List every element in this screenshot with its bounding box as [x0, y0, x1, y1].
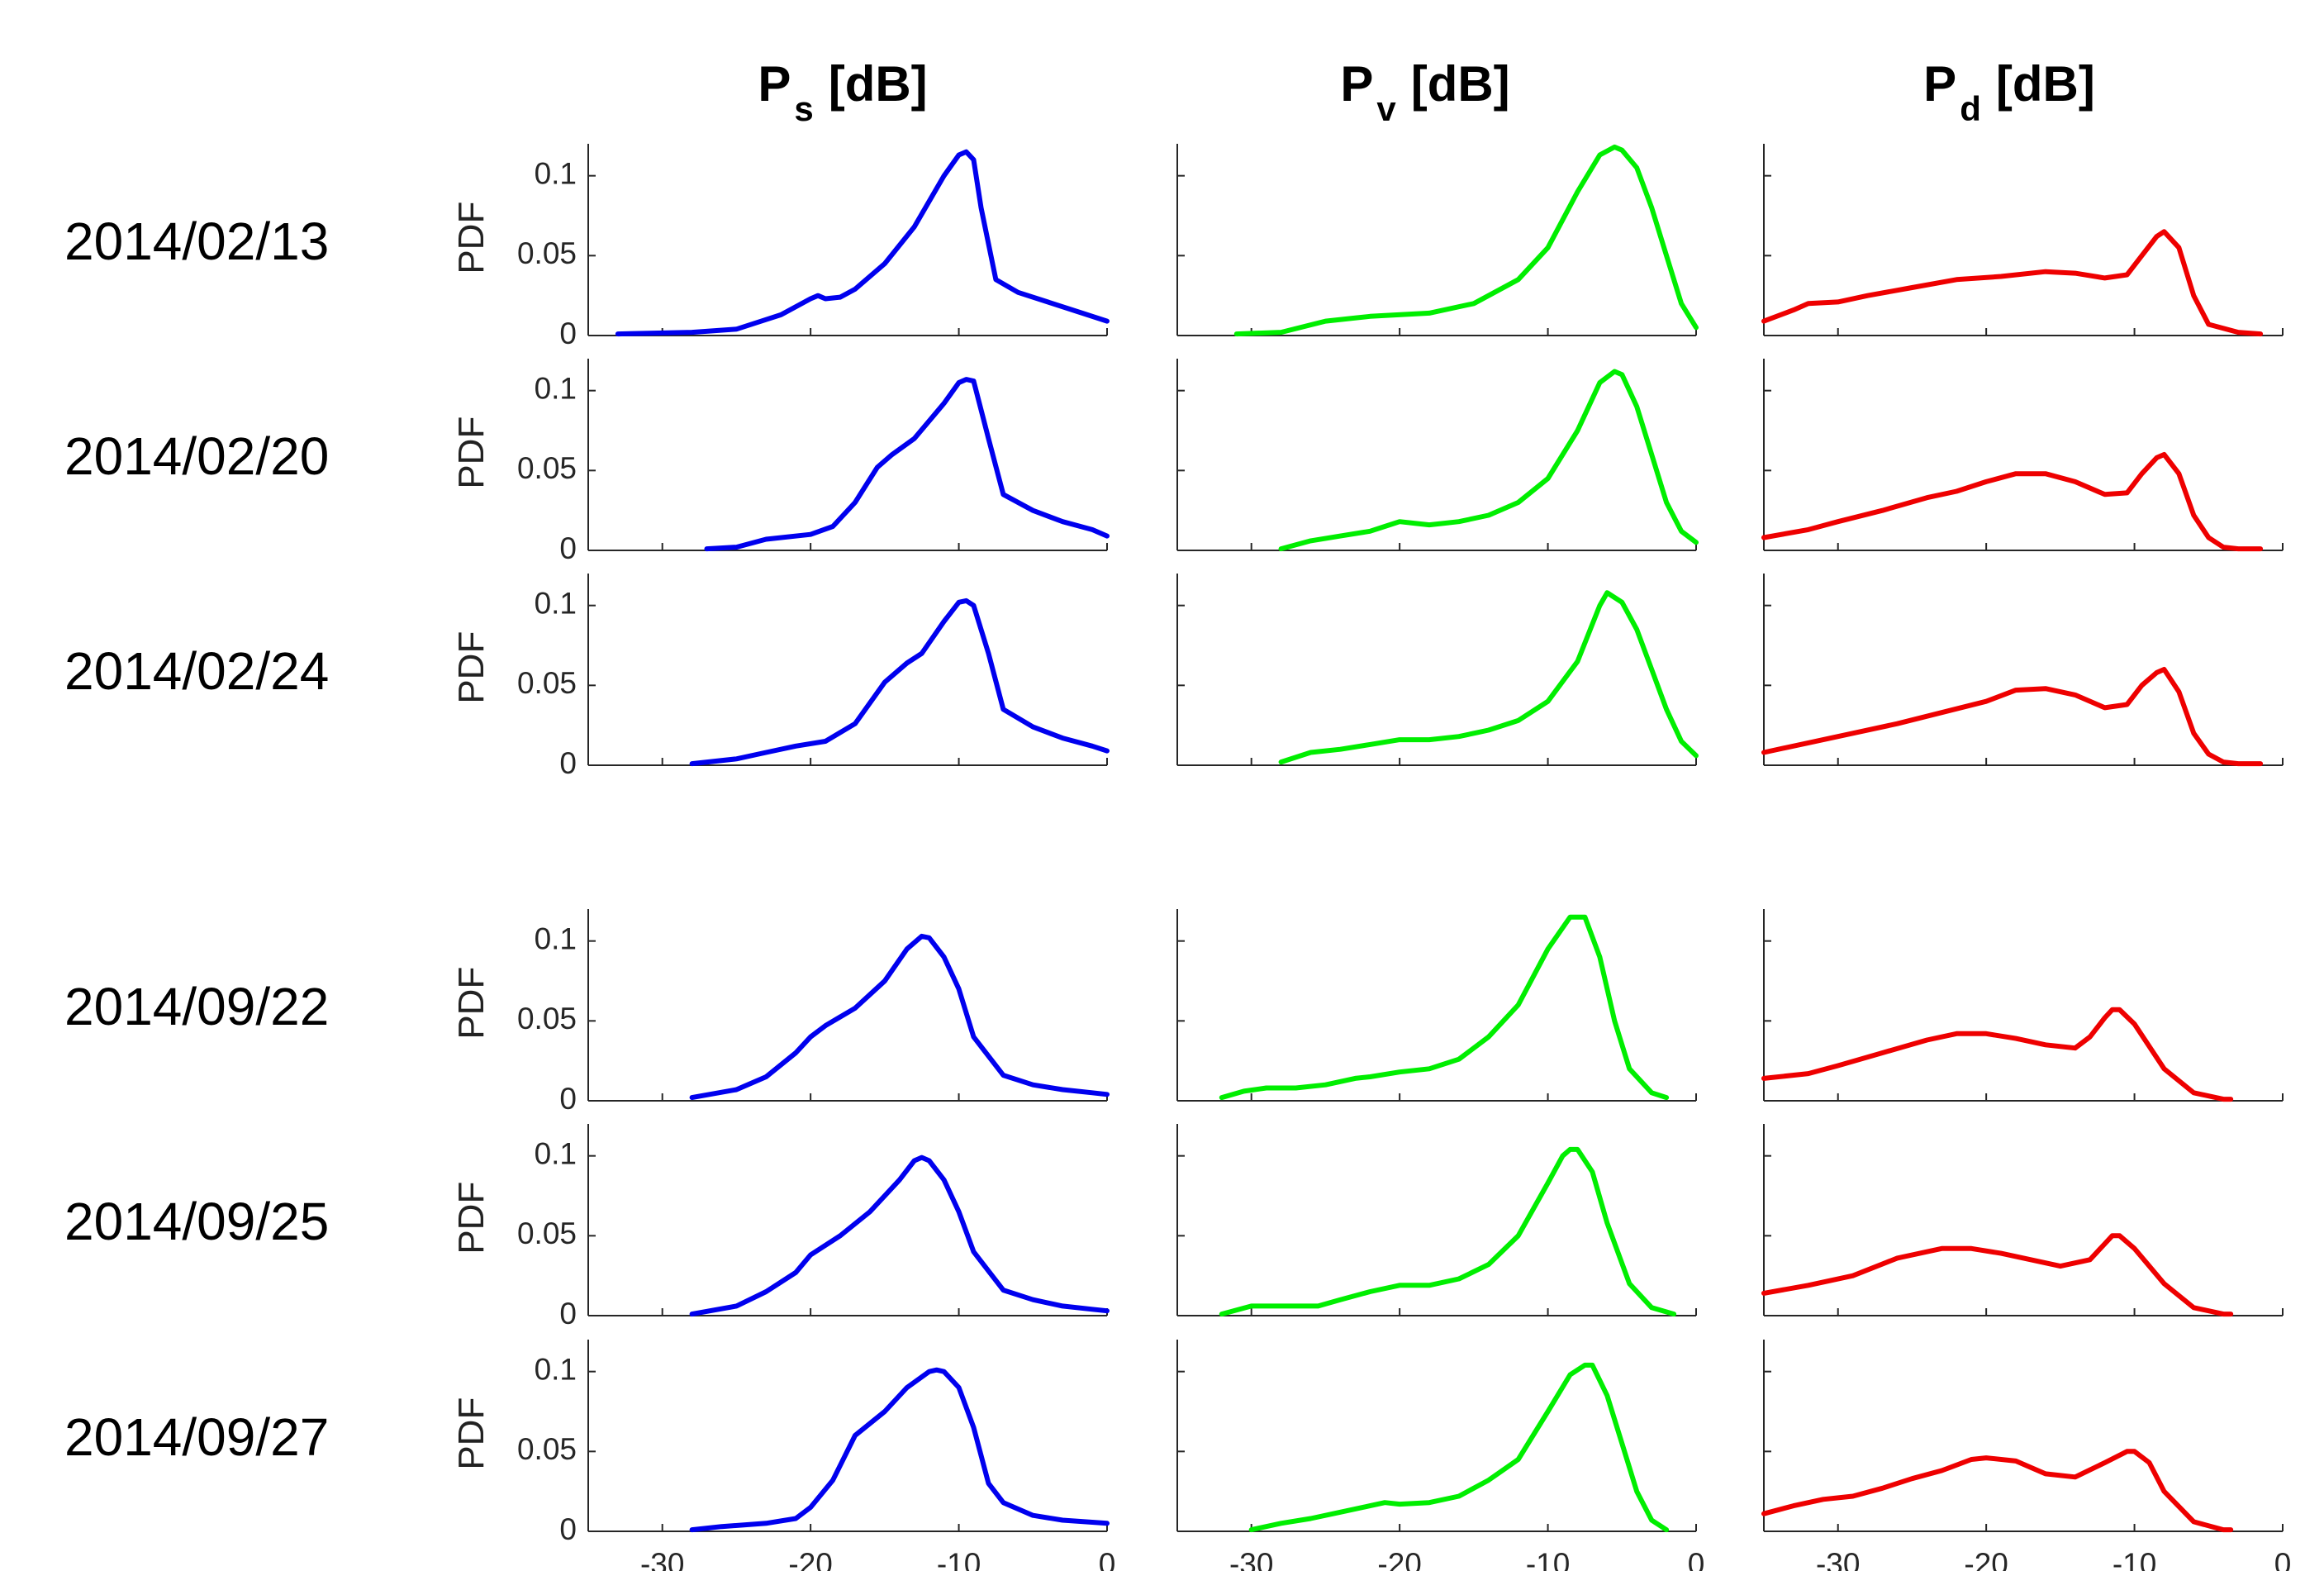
- y-axis-label: PDF: [451, 1182, 492, 1254]
- y-tick-label: 0.05: [517, 1432, 577, 1466]
- pdf-curve: [1219, 914, 1670, 1101]
- y-axis-label: PDF: [451, 967, 492, 1040]
- y-tick-label: 0.1: [535, 1136, 577, 1170]
- panel: -30 -20 -10 0: [1761, 1340, 2292, 1571]
- row-label: 2014/09/27: [64, 1407, 329, 1467]
- pdf-curve: [689, 1154, 1110, 1317]
- x-tick-label: -20: [788, 1547, 832, 1571]
- panel: [1176, 359, 1699, 552]
- pdf-curve: [1248, 1362, 1670, 1533]
- x-tick-label: 0: [2274, 1547, 2292, 1571]
- panel: [1176, 144, 1699, 337]
- y-tick-label: 0: [559, 1082, 577, 1116]
- column-title-pv: Pv [dB]: [1340, 56, 1509, 128]
- y-tick-label: 0.1: [535, 371, 577, 405]
- pdf-curve: [689, 597, 1110, 767]
- panel: [1176, 1124, 1697, 1317]
- x-tick-label: -10: [937, 1547, 981, 1571]
- y-tick-label: 0.1: [535, 921, 577, 955]
- pdf-curve: [704, 377, 1110, 552]
- panel: [1761, 144, 2284, 337]
- panel: [1761, 1124, 2284, 1317]
- pdf-curve: [615, 149, 1110, 337]
- y-tick-label: 0.05: [517, 666, 577, 700]
- y-tick-label: 0.05: [517, 1002, 577, 1035]
- x-tick-label: -30: [1229, 1547, 1273, 1571]
- pdf-curve: [1761, 1449, 2234, 1533]
- y-axis-label: PDF: [451, 631, 492, 704]
- pdf-curve: [1278, 590, 1699, 765]
- x-tick-label: -20: [1377, 1547, 1421, 1571]
- x-tick-label: -20: [1964, 1547, 2008, 1571]
- y-tick-label: 0.05: [517, 451, 577, 485]
- panel: [1761, 359, 2284, 552]
- y-tick-label: 0: [559, 531, 577, 565]
- x-tick-label: -10: [2113, 1547, 2156, 1571]
- panel: 0 0.05 0.1: [517, 359, 1110, 565]
- panel: 0 0.05 0.1: [517, 1124, 1110, 1331]
- column-title-ps: Ps [dB]: [758, 56, 927, 128]
- panel: -30 -20 -10 0: [1176, 1340, 1705, 1571]
- column-title-pd: Pd [dB]: [1923, 56, 2095, 128]
- panel: 0 0.05 0.1: [517, 144, 1110, 350]
- pdf-curve: [1278, 369, 1699, 552]
- y-tick-label: 0: [559, 1512, 577, 1546]
- x-tick-label: -10: [1526, 1547, 1570, 1571]
- y-tick-label: 0.1: [535, 586, 577, 620]
- y-tick-label: 0: [559, 1297, 577, 1331]
- x-tick-label: 0: [1099, 1547, 1116, 1571]
- pdf-curve: [1761, 229, 2264, 337]
- row-label: 2014/09/22: [64, 977, 329, 1036]
- x-tick-label: 0: [1688, 1547, 1705, 1571]
- x-tick-label: -30: [640, 1547, 684, 1571]
- y-tick-label: 0.1: [535, 1352, 577, 1386]
- pdf-curve: [1761, 667, 2264, 767]
- row-label: 2014/02/13: [64, 212, 329, 271]
- pdf-curve: [1219, 1146, 1677, 1317]
- pdf-curve: [689, 933, 1110, 1101]
- panel: [1176, 909, 1697, 1102]
- y-axis-label: PDF: [451, 1397, 492, 1470]
- panel: [1761, 909, 2284, 1102]
- panel: [1176, 574, 1699, 766]
- y-axis-label: PDF: [451, 417, 492, 489]
- pdf-curve: [1761, 1233, 2234, 1317]
- row-label: 2014/02/24: [64, 641, 329, 701]
- row-label: 2014/09/25: [64, 1192, 329, 1251]
- panel: 0 0.05 0.1: [517, 574, 1110, 780]
- y-tick-label: 0.1: [535, 156, 577, 190]
- y-axis-label: PDF: [451, 202, 492, 274]
- panel: 0 0.05 0.1 -30 -20 -10 0: [517, 1340, 1115, 1571]
- x-tick-label: -30: [1816, 1547, 1860, 1571]
- panel: 0 0.05 0.1: [517, 909, 1110, 1116]
- pdf-curve: [1761, 1007, 2234, 1102]
- y-tick-label: 0.05: [517, 236, 577, 270]
- panel: [1761, 574, 2284, 767]
- y-tick-label: 0: [559, 746, 577, 780]
- y-tick-label: 0.05: [517, 1216, 577, 1250]
- pdf-curve: [1761, 452, 2264, 552]
- pdf-curve: [689, 1367, 1110, 1533]
- row-label: 2014/02/20: [64, 426, 329, 486]
- y-tick-label: 0: [559, 317, 577, 350]
- pdf-curve: [1233, 144, 1699, 337]
